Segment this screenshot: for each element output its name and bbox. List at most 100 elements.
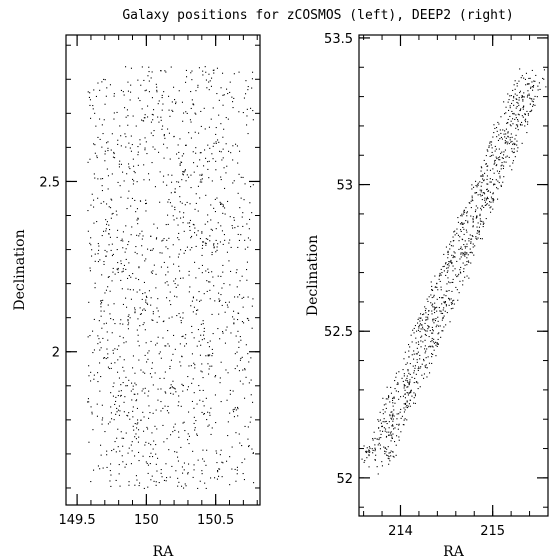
data-point — [229, 239, 231, 241]
data-point — [142, 371, 144, 373]
data-point — [451, 302, 453, 304]
data-point — [506, 143, 508, 145]
data-point — [172, 215, 174, 217]
data-point — [143, 281, 145, 283]
data-point — [208, 177, 210, 179]
data-point — [153, 130, 155, 132]
data-point — [456, 289, 458, 291]
data-point — [229, 393, 231, 395]
data-point — [251, 87, 253, 89]
data-point — [232, 390, 234, 392]
data-point — [139, 100, 141, 102]
data-point — [413, 332, 415, 334]
data-point — [386, 435, 388, 437]
data-point — [162, 125, 164, 127]
data-point — [145, 258, 147, 260]
data-point — [238, 370, 240, 372]
data-point — [203, 165, 205, 167]
data-point — [511, 150, 513, 152]
data-point — [402, 380, 404, 382]
data-point — [454, 230, 456, 232]
data-point — [485, 199, 487, 201]
data-point — [522, 108, 524, 110]
data-point — [453, 299, 455, 301]
data-point — [530, 87, 532, 89]
data-point — [398, 439, 400, 441]
data-point — [232, 101, 234, 103]
data-point — [218, 292, 220, 294]
data-point — [203, 327, 205, 329]
data-point — [151, 162, 153, 164]
data-point — [407, 369, 409, 371]
data-point — [112, 253, 114, 255]
data-point — [167, 248, 169, 250]
data-point — [516, 101, 518, 103]
data-point — [161, 97, 163, 99]
data-point — [100, 454, 102, 456]
data-point — [155, 83, 157, 85]
data-point — [198, 340, 200, 342]
data-point — [393, 428, 395, 430]
data-point — [463, 268, 465, 270]
data-point — [372, 452, 374, 454]
data-point — [431, 313, 433, 315]
data-point — [425, 316, 427, 318]
data-point — [236, 269, 238, 271]
data-point — [506, 155, 508, 157]
data-point — [511, 136, 513, 138]
data-point — [120, 145, 122, 147]
data-point — [212, 276, 214, 278]
data-point — [520, 77, 522, 79]
data-point — [111, 280, 113, 282]
data-point — [98, 320, 100, 322]
data-point — [237, 192, 239, 194]
data-point — [516, 98, 518, 100]
data-point — [227, 306, 229, 308]
data-point — [136, 234, 138, 236]
data-point — [140, 313, 142, 315]
data-point — [449, 282, 451, 284]
data-point — [442, 312, 444, 314]
data-point — [442, 317, 444, 319]
data-point — [467, 260, 469, 262]
data-point — [176, 315, 178, 317]
data-point — [145, 210, 147, 212]
data-point — [388, 395, 390, 397]
data-point — [432, 303, 434, 305]
data-point — [211, 254, 213, 256]
data-point — [229, 484, 231, 486]
data-point — [462, 254, 464, 256]
data-point — [424, 322, 426, 324]
data-point — [218, 300, 220, 302]
data-point — [417, 388, 419, 390]
data-point — [105, 322, 107, 324]
data-point — [427, 356, 429, 358]
data-point — [97, 136, 99, 138]
data-point — [106, 142, 108, 144]
data-point — [424, 365, 426, 367]
data-point — [364, 460, 366, 462]
data-point — [451, 262, 453, 264]
data-point — [417, 382, 419, 384]
data-point — [515, 127, 517, 129]
data-point — [494, 162, 496, 164]
data-point — [182, 171, 184, 173]
data-point — [202, 449, 204, 451]
data-point — [449, 299, 451, 301]
data-point — [393, 409, 395, 411]
data-point — [406, 419, 408, 421]
data-point — [475, 205, 477, 207]
data-point — [201, 363, 203, 365]
data-point — [464, 240, 466, 242]
data-point — [478, 233, 480, 235]
data-point — [123, 342, 125, 344]
data-point — [220, 151, 222, 153]
data-point — [193, 104, 195, 106]
data-point — [524, 78, 526, 80]
data-point — [154, 186, 156, 188]
data-point — [129, 168, 131, 170]
data-point — [225, 172, 227, 174]
data-point — [203, 413, 205, 415]
data-point — [400, 417, 402, 419]
data-point — [130, 276, 132, 278]
